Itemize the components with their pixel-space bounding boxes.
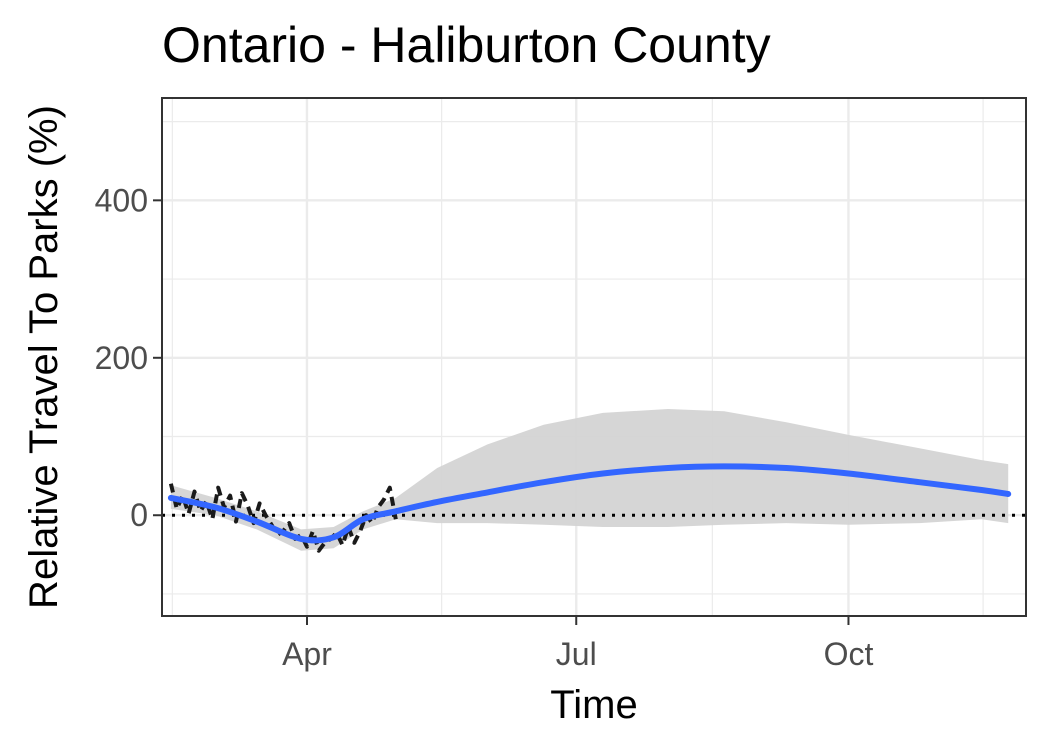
chart-title: Ontario - Haliburton County	[162, 17, 771, 73]
smooth-series-line	[167, 463, 1012, 544]
x-tick-label: Apr	[282, 636, 332, 672]
x-tick-label: Oct	[824, 636, 874, 672]
grid	[162, 98, 1026, 616]
smooth-series-group	[167, 463, 1012, 544]
y-tick-label: 0	[130, 497, 148, 533]
y-axis-title: Relative Travel To Parks (%)	[22, 105, 66, 609]
y-tick-label: 400	[95, 182, 148, 218]
axis-ticks: 0 200 400 Apr Jul Oct	[95, 182, 874, 672]
x-tick-label: Jul	[556, 636, 597, 672]
y-tick-label: 200	[95, 340, 148, 376]
x-axis-title: Time	[550, 683, 637, 727]
